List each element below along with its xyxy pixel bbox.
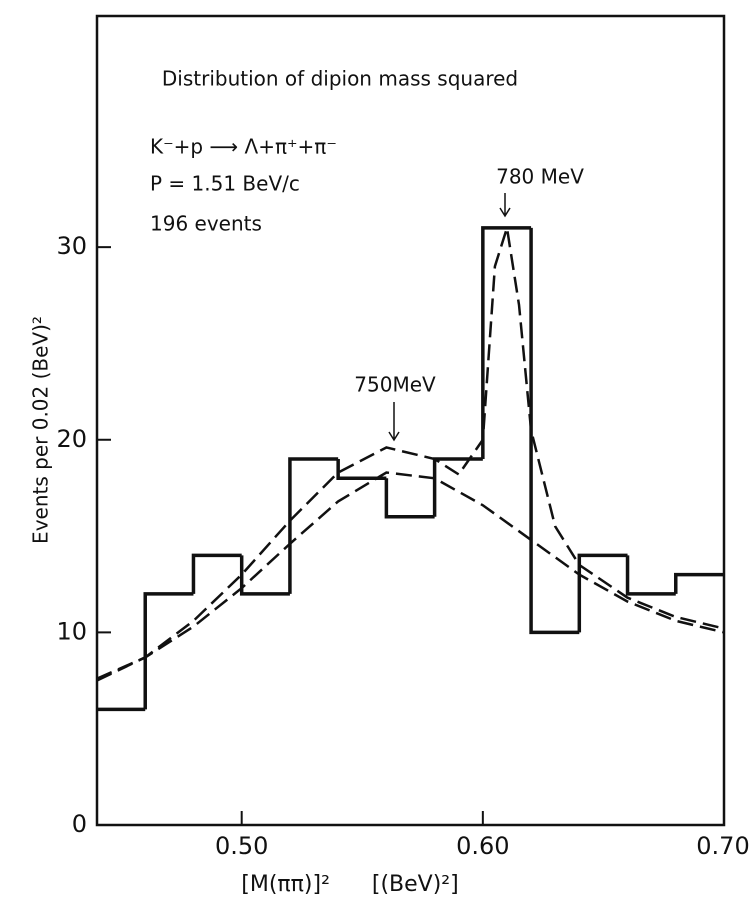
histogram-bar	[143, 592, 194, 710]
y-axis-label: Events per 0.02 (BeV)²	[29, 316, 53, 544]
x-axis-label: [M(ππ)]² [(BeV)²]	[241, 872, 458, 897]
plot-frame	[95, 14, 726, 827]
histogram-bar	[577, 553, 628, 633]
histogram-bar	[674, 572, 724, 594]
fit-curve	[96, 471, 725, 682]
histogram-bar	[336, 459, 387, 481]
chart-title: Distribution of dipion mass squared	[162, 67, 518, 91]
annotation: 196 events	[150, 212, 262, 236]
histogram-bar	[288, 457, 339, 594]
y-tick-label: 20	[56, 425, 87, 453]
fit-curve	[96, 227, 725, 680]
histogram-bar	[432, 457, 483, 517]
arrow	[499, 193, 511, 218]
annotation: 780 MeV	[496, 165, 584, 189]
histogram-bar	[239, 555, 290, 596]
y-tick-label: 30	[56, 232, 87, 260]
x-tick-label: 0.60	[456, 832, 509, 860]
histogram-bar	[625, 555, 676, 596]
y-tick-label: 10	[56, 617, 87, 645]
x-tick-label: 0.70	[696, 832, 749, 860]
annotation: K⁻+p ⟶ Λ+π⁺+π⁻	[150, 135, 337, 159]
histogram-bar	[384, 478, 435, 519]
y-tick-label: 0	[72, 810, 87, 838]
x-tick-label: 0.50	[215, 832, 268, 860]
histogram-bar	[529, 227, 580, 635]
histogram-bar	[191, 553, 242, 594]
annotation: 750MeV	[354, 373, 436, 397]
histogram-bar	[481, 226, 532, 460]
arrow	[388, 402, 400, 442]
annotation: P = 1.51 BeV/c	[150, 172, 300, 196]
